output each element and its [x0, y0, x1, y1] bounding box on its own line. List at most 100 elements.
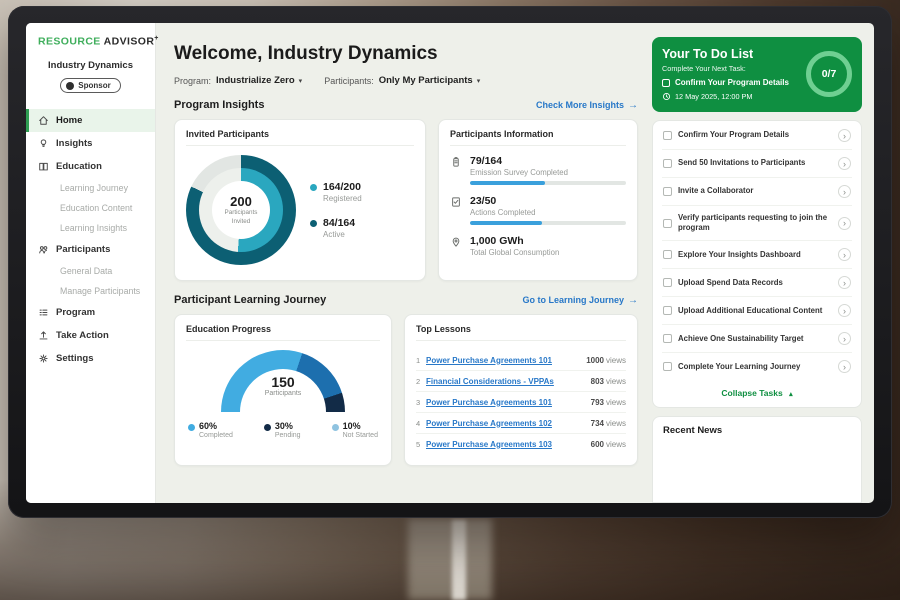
task-row[interactable]: Achieve One Sustainability Target ›: [662, 325, 852, 354]
checkbox[interactable]: [663, 131, 672, 140]
todo-tasks-card: Confirm Your Program Details › Send 50 I…: [652, 120, 862, 409]
checkbox[interactable]: [663, 278, 672, 288]
education-total-label: Participants: [264, 390, 302, 397]
card-title: Participants Information: [450, 129, 626, 146]
sidebar-item-take-action[interactable]: Take Action: [26, 324, 155, 347]
checkbox[interactable]: [663, 187, 672, 196]
lesson-link[interactable]: Power Purchase Agreements 102: [426, 418, 552, 428]
program-filter[interactable]: Program: Industrialize Zero ▾: [174, 75, 302, 86]
todo-due: 12 May 2025, 12:00 PM: [662, 92, 798, 101]
lesson-link[interactable]: Power Purchase Agreements 103: [426, 439, 552, 449]
collapse-tasks-label: Collapse Tasks: [721, 388, 783, 399]
sidebar-item-general-data[interactable]: General Data: [60, 265, 113, 276]
chevron-down-icon: ▾: [476, 77, 481, 85]
lesson-rank: 2: [416, 376, 421, 386]
checkbox[interactable]: [663, 159, 672, 168]
sidebar-item-insights[interactable]: Insights: [26, 132, 155, 155]
task-row[interactable]: Confirm Your Program Details ›: [662, 122, 852, 150]
lesson-views: 734 views: [590, 418, 626, 428]
todo-next-task-label: Confirm Your Program Details: [675, 78, 789, 87]
org-name: Industry Dynamics: [48, 59, 133, 71]
sidebar-item-participants[interactable]: Participants: [26, 238, 155, 261]
task-row[interactable]: Upload Additional Educational Content ›: [662, 297, 852, 326]
chevron-right-icon[interactable]: ›: [838, 216, 851, 230]
participants-filter[interactable]: Participants: Only My Participants ▾: [324, 75, 480, 86]
collapse-tasks-button[interactable]: Collapse Tasks ▴: [662, 380, 852, 406]
task-row[interactable]: Verify participants requesting to join t…: [662, 206, 852, 242]
caret-up-icon: ▴: [789, 391, 793, 399]
list-icon: [39, 309, 48, 315]
todo-title: Your To Do List: [662, 47, 754, 61]
task-label: Upload Additional Educational Content: [678, 305, 823, 315]
completed-value: 60%: [199, 421, 218, 431]
info-progress-fill: [470, 181, 546, 185]
go-to-learning-journey-link[interactable]: Go to Learning Journey →: [522, 295, 638, 306]
task-label: Achieve One Sustainability Target: [678, 333, 804, 343]
lesson-row: 4 Power Purchase Agreements 102 734 views: [416, 413, 626, 434]
chevron-right-icon[interactable]: ›: [838, 248, 851, 262]
sponsor-badge: Sponsor: [60, 78, 121, 93]
sidebar-item-program[interactable]: Program: [26, 301, 155, 324]
task-label: Explore Your Insights Dashboard: [678, 249, 801, 259]
info-progress-fill: [470, 221, 542, 225]
task-row[interactable]: Invite a Collaborator ›: [662, 178, 852, 206]
sidebar-item-education-content[interactable]: Education Content: [60, 202, 133, 213]
checkbox[interactable]: [663, 362, 672, 372]
link-label: Check More Insights: [535, 100, 624, 110]
chevron-right-icon[interactable]: ›: [838, 332, 851, 346]
lesson-rank: 3: [416, 397, 421, 407]
consumption-value: 1,000 GWh: [470, 235, 524, 247]
lesson-link[interactable]: Power Purchase Agreements 101: [426, 355, 552, 365]
checkbox[interactable]: [663, 334, 672, 344]
bulb-icon: [40, 138, 47, 147]
sidebar-item-label: Insights: [56, 137, 93, 149]
lesson-rank: 4: [416, 418, 421, 428]
chevron-right-icon[interactable]: ›: [838, 304, 851, 318]
invited-donut: 200 Participants Invited: [186, 155, 296, 265]
todo-subtitle: Complete Your Next Task:: [662, 64, 746, 73]
invited-total: 200: [230, 194, 252, 210]
sidebar-item-education[interactable]: Education: [26, 155, 155, 178]
sidebar-item-manage-participants[interactable]: Manage Participants: [60, 285, 141, 296]
lesson-link[interactable]: Power Purchase Agreements 101: [426, 397, 552, 407]
sidebar-item-settings[interactable]: Settings: [26, 347, 155, 370]
sidebar-item-learning-journey[interactable]: Learning Journey: [60, 182, 128, 193]
lesson-views: 600 views: [590, 439, 626, 449]
task-row[interactable]: Complete Your Learning Journey ›: [662, 353, 852, 380]
chevron-right-icon[interactable]: ›: [838, 157, 851, 170]
lesson-row: 1 Power Purchase Agreements 101 1000 view…: [416, 350, 626, 371]
todo-progress-ring: 0/7: [806, 51, 852, 97]
todo-next-task[interactable]: Confirm Your Program Details: [662, 78, 798, 87]
dashboard-screen: RESOURCE ADVISOR+ Industry Dynamics Spon…: [26, 23, 874, 503]
arrow-right-icon: →: [628, 294, 638, 306]
not-started-value: 10%: [342, 421, 361, 431]
checkbox[interactable]: [663, 306, 672, 316]
pending-label: Pending: [274, 432, 301, 439]
checkbox[interactable]: [663, 218, 672, 228]
pending-value: 30%: [274, 421, 293, 431]
participants-filter-label: Participants:: [324, 75, 374, 86]
chevron-right-icon[interactable]: ›: [838, 360, 851, 374]
invited-participants-card: Invited Participants 200 Participants In…: [174, 119, 426, 281]
monitor-bezel: RESOURCE ADVISOR+ Industry Dynamics Spon…: [8, 6, 892, 518]
task-row[interactable]: Explore Your Insights Dashboard ›: [662, 241, 852, 270]
check-more-insights-link[interactable]: Check More Insights →: [536, 100, 638, 111]
chevron-right-icon[interactable]: ›: [838, 129, 851, 142]
sidebar-item-home[interactable]: Home: [26, 108, 155, 132]
task-row[interactable]: Send 50 Invitations to Participants ›: [662, 150, 852, 178]
legend-pending: 30% Pending: [263, 421, 301, 439]
todo-progress-value: 0/7: [821, 68, 837, 80]
sidebar-item-label: Take Action: [56, 329, 109, 341]
checkbox[interactable]: [663, 250, 672, 260]
chevron-right-icon[interactable]: ›: [838, 185, 851, 198]
card-title: Top Lessons: [416, 324, 626, 341]
todo-panel: Your To Do List Complete Your Next Task:…: [650, 23, 874, 503]
lesson-rank: 1: [416, 355, 421, 365]
checkbox[interactable]: [662, 78, 670, 87]
task-row[interactable]: Upload Spend Data Records ›: [662, 269, 852, 298]
lesson-row: 2 Financial Considerations - VPPAs 803 vi…: [416, 371, 626, 392]
chevron-right-icon[interactable]: ›: [838, 276, 851, 290]
sidebar-item-learning-insights[interactable]: Learning Insights: [60, 222, 127, 233]
lesson-link[interactable]: Financial Considerations - VPPAs: [426, 376, 554, 386]
actions-completed-row: 23/50 Actions Completed: [450, 195, 626, 225]
